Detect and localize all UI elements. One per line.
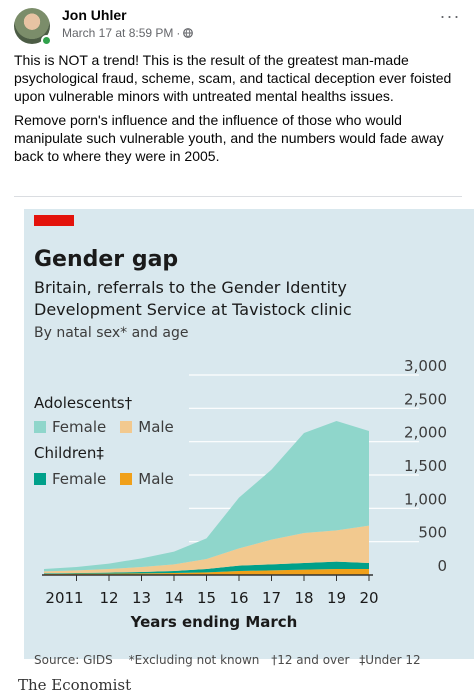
x-tick-label: 18 bbox=[294, 589, 313, 607]
legend-swatch-adolescent-male bbox=[120, 421, 133, 433]
legend-label-adolescent-male: Male bbox=[138, 418, 174, 436]
legend-label-adolescent-female: Female bbox=[52, 418, 107, 436]
x-tick-label: 16 bbox=[229, 589, 248, 607]
chart-title: Gender gap bbox=[34, 247, 179, 272]
post-paragraph: This is NOT a trend! This is the result … bbox=[14, 52, 452, 104]
x-tick-label: 20 bbox=[359, 589, 378, 607]
y-tick-label: 1,500 bbox=[404, 457, 447, 475]
chart-source: Source: GIDS *Excluding not known †12 an… bbox=[34, 653, 421, 667]
legend-row-children: Female Male bbox=[34, 470, 174, 488]
legend-adolescents-label: Adolescents† bbox=[34, 394, 133, 412]
x-tick-label: 19 bbox=[327, 589, 346, 607]
post-timestamp[interactable]: March 17 at 8:59 PM bbox=[62, 26, 174, 40]
legend-swatch-adolescent-female bbox=[34, 421, 46, 433]
author-name[interactable]: Jon Uhler bbox=[62, 7, 127, 23]
area-adolescents-female bbox=[44, 421, 369, 572]
legend-swatch-child-female bbox=[34, 473, 46, 485]
footnote-excluded: *Excluding not known bbox=[128, 653, 260, 667]
economist-brand: The Economist bbox=[18, 676, 132, 692]
x-tick-label: 12 bbox=[99, 589, 118, 607]
post-meta: March 17 at 8:59 PM · bbox=[62, 26, 194, 40]
legend-label-child-female: Female bbox=[52, 470, 107, 488]
y-tick-label: 500 bbox=[418, 524, 447, 542]
legend: Adolescents† Female Male Children‡ Femal… bbox=[34, 394, 174, 488]
chart-note: By natal sex* and age bbox=[34, 325, 189, 341]
meta-separator: · bbox=[176, 26, 181, 40]
post-image[interactable]: Gender gap Britain, referrals to the Gen… bbox=[14, 196, 474, 692]
globe-icon[interactable] bbox=[183, 28, 194, 38]
legend-row-adolescents: Female Male bbox=[34, 418, 174, 436]
chart-plot: 0 500 1,000 1,500 2,000 2,500 3,000 2011 12 13 14 1… bbox=[42, 357, 447, 631]
post-header: Jon Uhler March 17 at 8:59 PM · ··· bbox=[14, 6, 464, 46]
x-tick-label: 14 bbox=[164, 589, 183, 607]
chart-panel: Gender gap Britain, referrals to the Gen… bbox=[24, 209, 474, 667]
y-tick-label: 2,000 bbox=[404, 424, 447, 442]
y-tick-label: 1,000 bbox=[404, 490, 447, 508]
y-tick-label: 0 bbox=[437, 557, 447, 575]
y-tick-label: 2,500 bbox=[404, 390, 447, 408]
area-children-female bbox=[44, 561, 369, 574]
online-status-dot bbox=[41, 35, 52, 46]
brand-red-bar bbox=[34, 215, 74, 226]
legend-label-child-male: Male bbox=[138, 470, 174, 488]
footnote-adolescents: †12 and over bbox=[271, 653, 350, 667]
x-axis-label: Years ending March bbox=[130, 613, 298, 631]
footnote-children: ‡Under 12 bbox=[359, 653, 421, 667]
x-tick-label: 15 bbox=[197, 589, 216, 607]
area-adolescents-male bbox=[44, 525, 369, 574]
source-text: Source: GIDS bbox=[34, 653, 113, 667]
x-tick-label: 17 bbox=[262, 589, 281, 607]
legend-swatch-child-male bbox=[120, 473, 133, 485]
post-paragraph: Remove porn's influence and the influenc… bbox=[14, 112, 444, 164]
x-tick-label: 13 bbox=[132, 589, 151, 607]
chart-subtitle: Britain, referrals to the Gender Identit… bbox=[34, 278, 352, 319]
more-options-button[interactable]: ··· bbox=[439, 6, 461, 26]
legend-children-label: Children‡ bbox=[34, 444, 104, 462]
x-tick-label: 2011 bbox=[45, 589, 83, 607]
y-tick-label: 3,000 bbox=[404, 357, 447, 375]
post-text: This is NOT a trend! This is the result … bbox=[14, 51, 464, 171]
